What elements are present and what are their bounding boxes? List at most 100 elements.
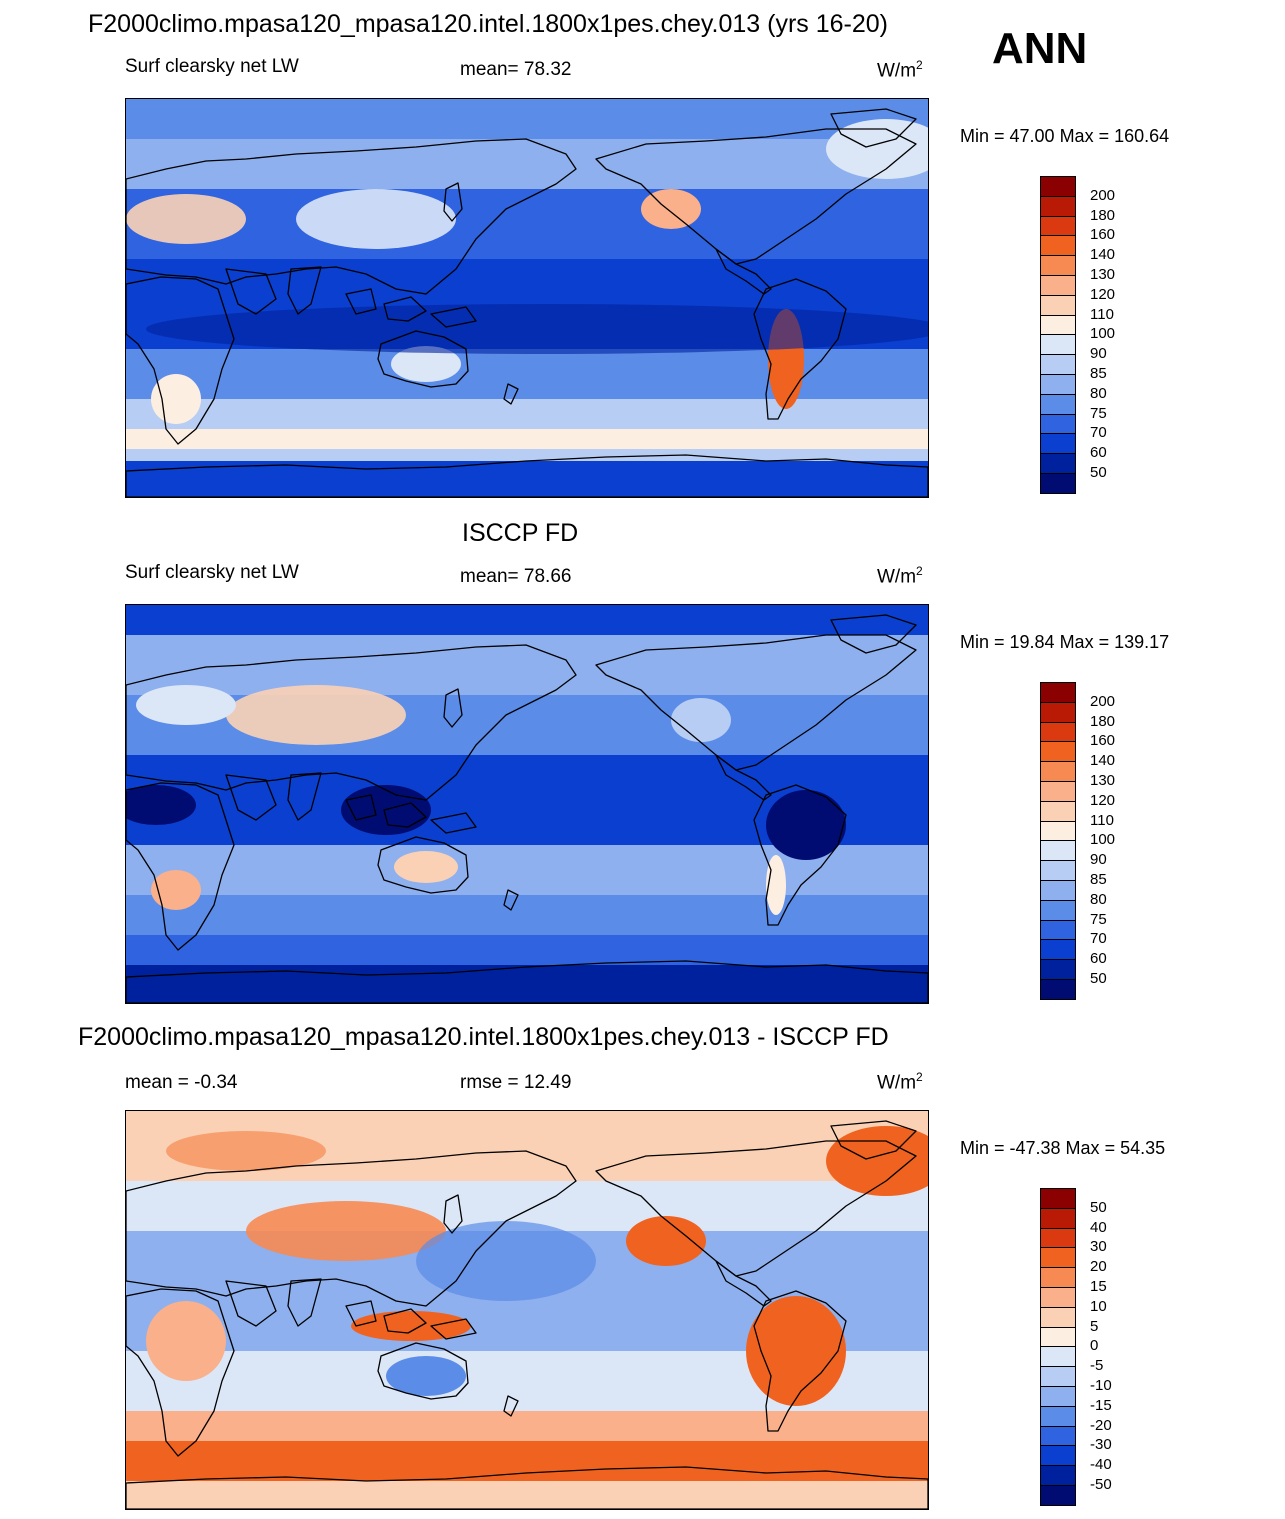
coastline	[443, 1194, 463, 1234]
coastline	[715, 754, 772, 801]
coastline	[225, 1278, 322, 1327]
colorbar-tick-label: -40	[1090, 1456, 1112, 1474]
colorbar-tick-label: 80	[1090, 890, 1107, 908]
colorbar-tick-label: 100	[1090, 831, 1116, 849]
colorbar-swatch	[1040, 314, 1076, 336]
colorbar-swatch	[1040, 761, 1076, 782]
coastline	[503, 1395, 519, 1417]
colorbar-swatch	[1040, 1247, 1076, 1269]
colorbar-swatch	[1040, 899, 1076, 921]
colorbar-tick-label: 15	[1090, 1278, 1107, 1295]
colorbar-swatch	[1040, 721, 1076, 743]
panel-units: W/m2	[877, 564, 923, 588]
coastline	[753, 278, 847, 420]
colorbar-swatch	[1040, 919, 1076, 941]
colorbar-swatch	[1040, 195, 1076, 217]
coastline	[225, 266, 322, 315]
colorbar-tick-label: 60	[1090, 950, 1107, 968]
colorbar-swatch	[1040, 1445, 1076, 1467]
coastline	[126, 1466, 928, 1509]
coastline	[345, 288, 477, 328]
panel-mean-label: mean= 78.32	[460, 59, 572, 80]
colorbar-tick-label: 120	[1090, 285, 1116, 303]
coastline	[377, 330, 469, 388]
coastline	[503, 383, 519, 405]
colorbar-tick-label: 75	[1090, 910, 1107, 928]
colorbar-tick-label: 90	[1090, 345, 1107, 363]
coastline	[126, 960, 928, 1003]
colorbar-swatch	[1040, 880, 1076, 901]
colorbar-swatch	[1040, 413, 1076, 435]
panel-variable-label: Surf clearsky net LW	[125, 56, 299, 77]
colorbar-swatch	[1040, 275, 1076, 296]
colorbar-swatch	[1040, 1188, 1076, 1209]
colorbar-tick-label: 85	[1090, 871, 1107, 888]
colorbar-swatch	[1040, 1405, 1076, 1427]
colorbar-tick-label: 200	[1090, 692, 1116, 710]
panel-variable-label: Surf clearsky net LW	[125, 562, 299, 583]
colorbar-swatch	[1040, 473, 1076, 494]
colorbar-swatch	[1040, 959, 1076, 980]
coastlines	[126, 108, 928, 497]
colorbar-tick-label: 70	[1090, 424, 1107, 442]
coastline	[377, 836, 469, 894]
coastline	[753, 1290, 847, 1432]
colorbar-tick-label: 5	[1090, 1317, 1099, 1335]
map-model	[125, 98, 929, 498]
colorbar-swatch	[1040, 820, 1076, 842]
map-diff	[125, 1110, 929, 1510]
coastline	[345, 794, 477, 834]
colorbar-swatch	[1040, 235, 1076, 257]
panel-title: F2000climo.mpasa120_mpasa120.intel.1800x…	[78, 1023, 889, 1051]
coastline	[753, 784, 847, 926]
panel-mean-label: mean = -0.34	[125, 1072, 238, 1093]
colorbar-swatch	[1040, 860, 1076, 881]
colorbar-swatch	[1040, 176, 1076, 197]
colorbar-swatch	[1040, 354, 1076, 375]
colorbar-swatch	[1040, 374, 1076, 395]
coastline	[830, 108, 917, 148]
panel-minmax: Min = -47.38 Max = 54.35	[960, 1138, 1166, 1158]
panel-minmax: Min = 47.00 Max = 160.64	[960, 126, 1170, 146]
coastline	[595, 128, 917, 265]
coastline	[126, 1288, 235, 1457]
coastline	[503, 889, 519, 911]
colorbar-swatch	[1040, 1267, 1076, 1288]
panel-units: W/m2	[877, 1070, 923, 1094]
coastline	[126, 782, 235, 951]
panel-mean-label: mean= 78.66	[460, 566, 572, 587]
coastline	[345, 1300, 477, 1340]
colorbar-tick-label: 50	[1090, 970, 1107, 987]
coastline	[126, 454, 928, 497]
coastline	[126, 1150, 577, 1307]
colorbar-swatch	[1040, 215, 1076, 237]
coastline	[830, 614, 917, 654]
coastline	[126, 276, 235, 445]
coastline	[595, 634, 917, 771]
colorbar-tick-label: 85	[1090, 365, 1107, 382]
colorbar-tick-label: 110	[1090, 811, 1114, 829]
colorbar-tick-label: 0	[1090, 1337, 1099, 1355]
colorbar-tick-label: 130	[1090, 266, 1116, 283]
colorbar-swatch	[1040, 1227, 1076, 1249]
colorbar-swatch	[1040, 453, 1076, 474]
colorbar-tick-label: 140	[1090, 246, 1116, 264]
colorbar-tick-label: -30	[1090, 1436, 1112, 1454]
panel-units: W/m2	[877, 58, 923, 82]
colorbar-swatch	[1040, 1306, 1076, 1328]
colorbar-tick-label: 50	[1090, 464, 1107, 481]
colorbar-swatch	[1040, 781, 1076, 802]
colorbar-swatch	[1040, 393, 1076, 415]
coastline	[126, 644, 577, 801]
colorbar-swatch	[1040, 979, 1076, 1000]
coastline	[443, 182, 463, 222]
colorbar-swatch	[1040, 701, 1076, 723]
colorbar-tick-label: 110	[1090, 305, 1114, 323]
colorbar-tick-label: 75	[1090, 404, 1107, 422]
colorbar-tick-label: 160	[1090, 226, 1116, 244]
colorbar-swatch	[1040, 294, 1076, 316]
coastline	[377, 1342, 469, 1400]
colorbar-tick-label: 140	[1090, 752, 1116, 770]
colorbar-swatch	[1040, 741, 1076, 763]
colorbar-tick-label: -10	[1090, 1377, 1112, 1394]
